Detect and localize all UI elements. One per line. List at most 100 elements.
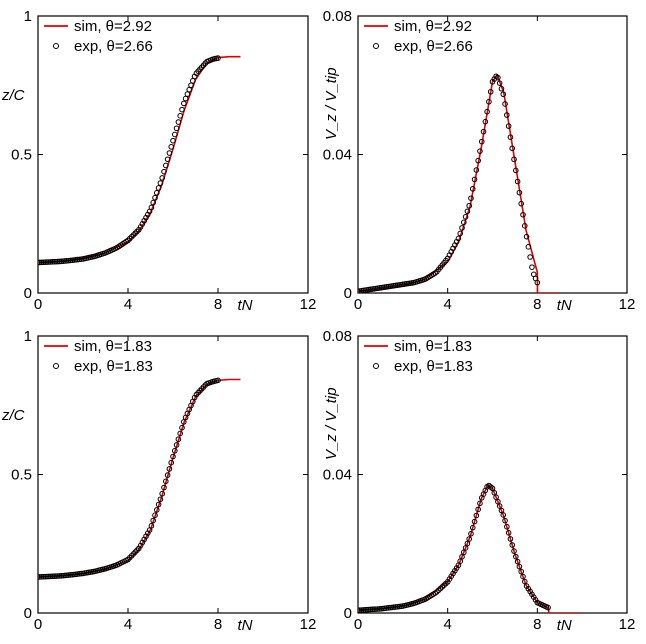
x-tick-label: 8 bbox=[214, 616, 222, 633]
chart-panel-bottom-left: 0 4 8 12 0 0.5 1 tN z/C sim, θ=1.83 exp, θ=1.83 bbox=[1, 328, 316, 634]
series-exp-marker bbox=[38, 574, 43, 580]
y-tick-label: 0.04 bbox=[323, 467, 352, 484]
series-exp-marker bbox=[38, 259, 45, 266]
series-exp-marker bbox=[527, 254, 533, 260]
series-exp-marker bbox=[154, 190, 160, 196]
series-exp-marker bbox=[545, 604, 551, 611]
series-exp-marker bbox=[358, 607, 363, 613]
series-exp-marker bbox=[496, 80, 503, 86]
series-exp-marker bbox=[53, 573, 59, 579]
plot-area bbox=[38, 55, 241, 266]
series-exp-marker bbox=[182, 95, 189, 102]
axes-frame bbox=[357, 335, 628, 614]
series-exp-marker bbox=[360, 607, 367, 613]
series-exp-marker bbox=[47, 259, 54, 265]
series-exp-marker bbox=[502, 101, 508, 107]
series-exp-marker bbox=[477, 500, 483, 507]
series-exp-marker bbox=[521, 223, 528, 229]
series-exp-marker bbox=[161, 484, 167, 491]
series-exp-marker bbox=[516, 563, 523, 570]
series-exp-marker bbox=[509, 145, 516, 152]
series-exp-marker bbox=[516, 189, 523, 196]
legend-marker-swatch bbox=[373, 363, 379, 369]
series-exp-marker bbox=[367, 606, 374, 613]
series-exp-marker bbox=[513, 167, 519, 174]
y-axis-label: z/C bbox=[1, 87, 25, 104]
series-exp-marker bbox=[155, 185, 162, 191]
series-exp-marker bbox=[469, 524, 476, 531]
series-exp-marker bbox=[495, 74, 501, 81]
series-exp-marker bbox=[500, 91, 507, 98]
series-exp-marker bbox=[471, 518, 478, 525]
legend-entry: exp, θ=1.83 bbox=[394, 358, 473, 375]
y-axis-label: z/C bbox=[1, 407, 25, 424]
series-exp-marker bbox=[464, 208, 471, 215]
series-exp-marker bbox=[159, 490, 165, 497]
series-exp-marker bbox=[40, 259, 47, 266]
legend-entry: sim, θ=2.92 bbox=[74, 18, 152, 35]
series-exp-marker bbox=[511, 156, 517, 163]
x-axis-label: tN bbox=[557, 617, 572, 634]
y-tick-label: 0 bbox=[24, 605, 32, 622]
series-exp-marker bbox=[177, 113, 183, 119]
x-tick-label: 4 bbox=[443, 616, 451, 633]
y-tick-label: 1 bbox=[24, 8, 32, 25]
series-exp-marker bbox=[473, 167, 480, 173]
series-exp-marker bbox=[518, 200, 524, 207]
y-tick-label: 1 bbox=[24, 328, 32, 345]
y-axis-label: V_z / V_tip bbox=[323, 67, 340, 140]
series-exp-marker bbox=[157, 180, 164, 186]
chart-panel-bottom-right: 0 4 8 12 0 0.04 0.08 tN V_z / V_tip sim, θ=1.83 ex… bbox=[323, 328, 636, 634]
series-exp-marker bbox=[518, 568, 524, 575]
series-exp-marker bbox=[529, 264, 535, 270]
series-exp-marker bbox=[523, 233, 530, 240]
y-tick-label: 0.04 bbox=[323, 147, 352, 164]
x-tick-label: 8 bbox=[214, 296, 222, 313]
series-exp-marker bbox=[170, 137, 176, 144]
series-exp-marker bbox=[215, 55, 221, 61]
series-exp-marker bbox=[148, 523, 155, 529]
series-exp-marker bbox=[468, 530, 474, 537]
series-exp-marker bbox=[186, 86, 192, 93]
series-exp-marker bbox=[175, 436, 182, 443]
series-exp-marker bbox=[38, 259, 41, 266]
series-exp-marker bbox=[484, 108, 490, 115]
series-exp-marker bbox=[166, 150, 173, 156]
series-exp-marker bbox=[457, 230, 464, 237]
series-exp-marker bbox=[466, 536, 472, 542]
series-exp-marker bbox=[40, 573, 47, 580]
series-exp-marker bbox=[51, 573, 58, 579]
x-tick-label: 0 bbox=[34, 296, 42, 313]
y-tick-label: 0.5 bbox=[11, 467, 32, 484]
series-exp-marker bbox=[505, 530, 512, 536]
series-exp-marker bbox=[55, 258, 61, 265]
series-exp-marker bbox=[172, 131, 178, 138]
series-exp-marker bbox=[461, 219, 467, 226]
series-exp-marker bbox=[55, 573, 61, 579]
series-exp-marker bbox=[179, 424, 185, 431]
series-exp-marker bbox=[525, 244, 532, 250]
series-exp-marker bbox=[150, 199, 156, 206]
x-tick-label: 0 bbox=[354, 296, 362, 313]
y-tick-label: 0 bbox=[24, 285, 32, 302]
series-exp-marker bbox=[514, 558, 521, 565]
axes-frame bbox=[37, 15, 309, 294]
x-axis-label: tN bbox=[238, 617, 253, 634]
series-exp-marker bbox=[462, 214, 469, 220]
series-exp-marker bbox=[173, 125, 180, 132]
series-exp-marker bbox=[473, 512, 480, 519]
series-exp-marker bbox=[471, 176, 478, 183]
series-exp-marker bbox=[49, 259, 56, 265]
series-exp-marker bbox=[44, 259, 50, 265]
chart-panel-top-right: 0 4 8 12 0 0.04 0.08 tN V_z / V_tip sim, θ=2.92 ex… bbox=[323, 8, 636, 314]
series-exp-marker bbox=[42, 259, 49, 265]
series-exp-marker bbox=[152, 194, 158, 201]
series-exp-marker bbox=[184, 91, 191, 97]
y-axis-label: V_z / V_tip bbox=[323, 387, 340, 460]
series-sim-line bbox=[358, 74, 560, 293]
x-tick-label: 12 bbox=[619, 296, 636, 313]
series-exp-marker bbox=[475, 157, 481, 164]
x-tick-label: 0 bbox=[34, 616, 42, 633]
series-exp-marker bbox=[514, 178, 521, 185]
